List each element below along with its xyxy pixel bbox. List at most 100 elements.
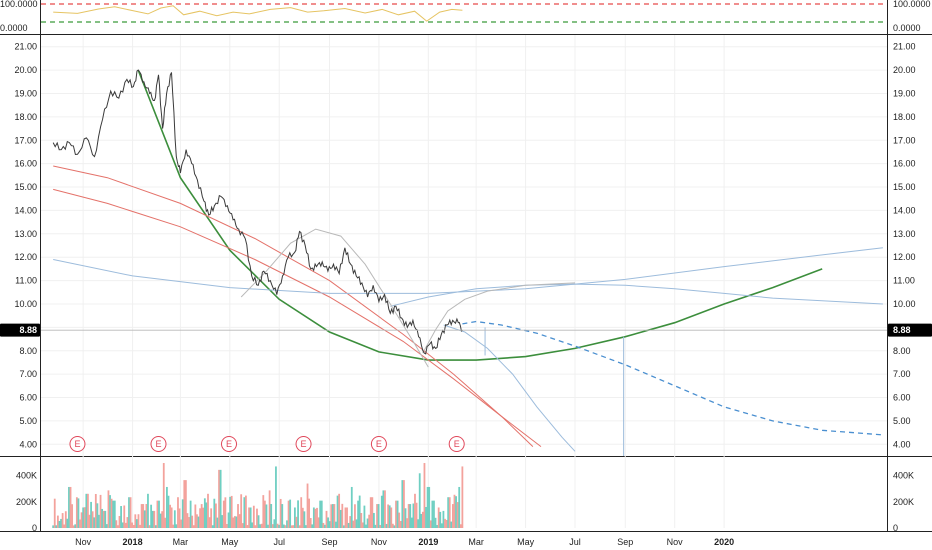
volume-bar [425,506,427,528]
time-tick-label: Sep [617,537,633,547]
volume-bar [257,515,260,528]
time-tick-label: Jul [569,537,581,547]
time-tick-label: Jul [273,537,285,547]
volume-bar [191,515,194,528]
price-tick-label-left: 20.00 [14,65,37,75]
price-tick-label-left: 14.00 [14,205,37,215]
price-tick-label-right: 14.00 [893,205,916,215]
last-price-label-left: 8.88 [0,323,40,337]
volume-bar [158,500,160,528]
volume-bar [196,514,198,528]
last-price-value-right: 8.88 [893,325,911,335]
volume-bar [380,495,383,528]
volume-bar [115,520,118,528]
volume-bar [338,493,341,528]
volume-bar [376,504,378,528]
price-tick-label-right: 11.00 [893,276,915,286]
volume-bar [105,524,108,528]
volume-bar [355,519,358,528]
price-tick-label-right: 7.00 [893,369,911,379]
volume-bar [455,496,457,528]
volume-bar [118,515,121,528]
volume-bar [88,514,91,528]
volume-bar [319,500,322,528]
volume-bar [142,504,145,528]
volume-bar [270,504,273,528]
volume-bar [281,504,284,528]
volume-bar [112,500,115,528]
volume-bar [147,493,149,528]
volume-tick-label-left: 400K [16,471,37,481]
arc-blue-3 [53,247,883,294]
volume-bar [85,493,88,528]
volume-bar [448,497,451,528]
volume-bar [241,523,244,528]
volume-bar [104,510,107,528]
volume-bar [151,510,154,528]
volume-bar [284,525,287,528]
volume-bar [235,516,238,528]
volume-bar [265,504,268,528]
volume-bar [98,514,100,528]
volume-bar [121,522,124,528]
volume-bar [346,507,348,528]
price-tick-label-right: 18.00 [893,112,916,122]
time-tick-label: Nov [667,537,684,547]
volume-bar [404,508,407,528]
volume-bar [271,524,274,528]
volume-bar [399,520,402,528]
volume-bar [71,504,74,528]
price-tick-label-right: 4.00 [893,439,911,449]
volume-tick-label-left: 0 [32,523,37,533]
price-tick-label-right: 8.00 [893,346,911,356]
volume-bar [445,519,448,528]
volume-bar [178,508,181,528]
volume-bar [83,507,86,528]
price-tick-label-right: 21.00 [893,42,916,52]
volume-bar [431,500,434,528]
volume-bar [412,503,415,528]
time-tick-label: 2018 [123,537,143,547]
volume-bar [339,509,342,528]
price-tick-label-left: 17.00 [14,135,37,145]
earnings-label: E [226,439,232,449]
volume-bar [442,510,445,528]
volume-bar [216,517,219,528]
price-tick-label-right: 10.00 [893,299,916,309]
price-tick-label-left: 4.00 [19,439,37,449]
time-axis: Nov 2018 Mar May Jul Sep Nov 2019 Mar May Jul Sep No… [75,537,734,547]
volume-bar [169,504,171,528]
volume-bar [363,505,366,528]
pane-separators [0,0,932,532]
volume-bar [221,515,224,528]
volume-bar [361,522,364,528]
volume-bar [219,469,222,528]
price-tick-label-right: 15.00 [893,182,916,192]
volume-bar [256,508,258,528]
time-tick-label: 2019 [418,537,438,547]
volume-bar [289,499,292,528]
time-tick-label: Nov [75,537,92,547]
price-tick-label-left: 6.00 [19,393,37,403]
volume-bar [156,500,159,528]
volume-bar [229,496,232,528]
volume-tick-label-left: 200K [16,497,37,507]
volume-bar [398,512,401,528]
volume-bar [327,517,329,528]
volume-bar [382,490,385,528]
volume-bar [260,523,263,528]
volume-bar [278,524,280,528]
volume-bar [395,500,397,528]
time-tick-label: May [517,537,535,547]
earnings-label: E [454,439,460,449]
volume-bar [93,517,96,528]
rsi-axis-label-top-left: 100.0000 [0,0,38,9]
volume-bar [331,504,334,528]
price-tick-label-left: 18.00 [14,112,37,122]
volume-bar [126,517,129,528]
volume-bar [352,520,355,528]
earnings-icon [69,436,86,452]
price-line [52,69,463,355]
price-axis-right: 21.00 20.00 19.00 18.00 17.00 16.00 15.00 14.00… [893,42,916,450]
